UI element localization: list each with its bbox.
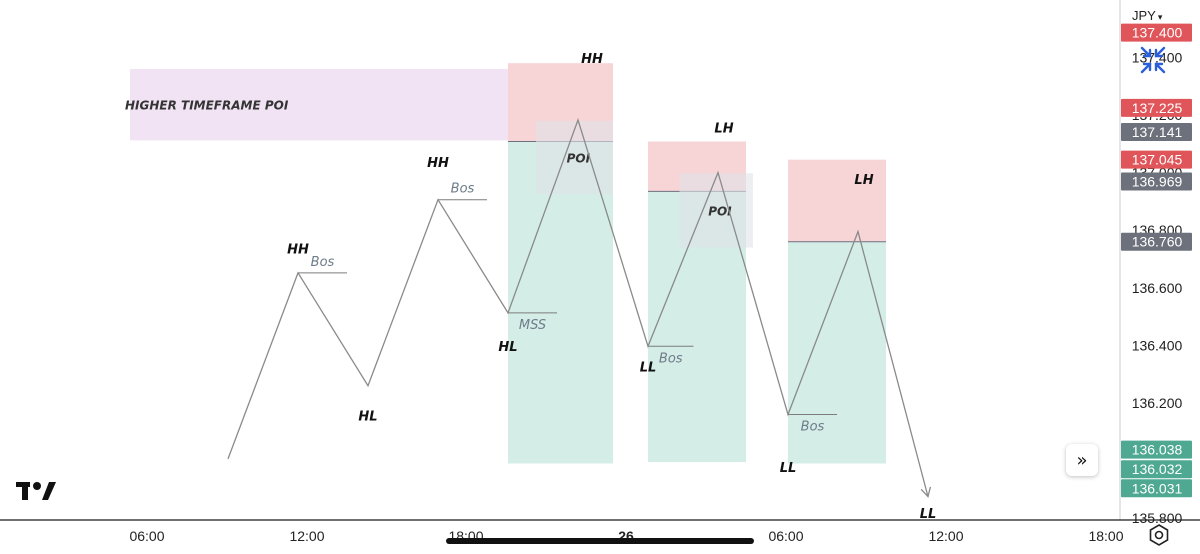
price-badge-label: 137.045 xyxy=(1132,152,1183,168)
poi-label: POI xyxy=(567,152,591,166)
x-tick-label: 06:00 xyxy=(129,528,164,544)
currency-label: JPY xyxy=(1132,8,1156,23)
settings-gear[interactable] xyxy=(1148,524,1170,551)
swing-label-ll: LL xyxy=(780,461,797,476)
htf-poi-label: HIGHER TIMEFRAME POI xyxy=(125,99,289,113)
gear-icon xyxy=(1149,524,1169,546)
htf-poi-zone xyxy=(130,68,508,141)
tradingview-logo-icon xyxy=(16,482,56,500)
x-tick-label: 18:00 xyxy=(1088,528,1123,544)
tradingview-logo[interactable] xyxy=(16,480,58,507)
price-badge xyxy=(1121,172,1192,191)
price-badge xyxy=(1121,232,1192,251)
price-badge-label: 136.032 xyxy=(1132,461,1183,477)
y-tick-label: 136.200 xyxy=(1132,395,1183,411)
price-badge-label: 137.225 xyxy=(1132,100,1183,116)
stop-loss-zone xyxy=(788,159,886,242)
collapse-arrows-icon xyxy=(1140,46,1166,74)
x-tick-label: 06:00 xyxy=(768,528,803,544)
price-badge xyxy=(1121,479,1192,498)
price-badge-label: 136.031 xyxy=(1132,480,1183,496)
structure-label: Bos xyxy=(801,420,825,435)
y-tick-label: 135.800 xyxy=(1132,510,1183,526)
price-badge xyxy=(1121,123,1192,142)
price-badge-label: 136.038 xyxy=(1132,442,1183,458)
time-scrollbar[interactable] xyxy=(446,538,754,544)
swing-label-ll: LL xyxy=(920,507,937,522)
y-tick-label: 136.600 xyxy=(1132,280,1183,296)
poi-zone xyxy=(536,120,613,195)
price-badge xyxy=(1121,460,1192,479)
price-badge-label: 136.969 xyxy=(1132,174,1183,190)
price-badge xyxy=(1121,23,1192,42)
poi-label: POI xyxy=(708,204,732,218)
y-tick-label: 136.400 xyxy=(1132,337,1183,353)
structure-label: MSS xyxy=(519,318,546,333)
x-tick-label: 12:00 xyxy=(289,528,324,544)
swing-label-hl: HL xyxy=(358,409,377,424)
poi-zone xyxy=(679,173,753,248)
chevron-down-icon: ▾ xyxy=(1157,12,1163,22)
swing-label-hl: HL xyxy=(498,340,517,355)
x-tick-label: 12:00 xyxy=(928,528,963,544)
double-chevron-right-icon: » xyxy=(1076,449,1088,471)
price-badge xyxy=(1121,98,1192,117)
take-profit-zone xyxy=(788,241,886,464)
structure-label: Bos xyxy=(311,255,335,270)
price-badge-label: 137.141 xyxy=(1132,124,1183,140)
swing-label-lh: LH xyxy=(854,173,873,188)
currency-selector[interactable]: JPY ▾ xyxy=(1132,8,1162,23)
price-badge-label: 136.760 xyxy=(1132,234,1183,250)
swing-label-hh: HH xyxy=(287,242,309,257)
structure-label: Bos xyxy=(451,182,475,197)
scroll-to-realtime-button[interactable]: » xyxy=(1066,444,1098,476)
auto-fit-button[interactable] xyxy=(1130,40,1174,80)
price-badge-label: 137.400 xyxy=(1132,25,1183,41)
structure-label: Bos xyxy=(659,351,683,366)
swing-label-hh: HH xyxy=(427,156,449,171)
swing-label-ll: LL xyxy=(640,360,657,375)
swing-label-hh: HH xyxy=(581,52,603,67)
swing-label-lh: LH xyxy=(714,121,733,136)
take-profit-zone xyxy=(508,141,613,464)
y-tick-label: 137.400 xyxy=(1132,49,1183,65)
price-badge xyxy=(1121,150,1192,169)
price-badge xyxy=(1121,440,1192,459)
